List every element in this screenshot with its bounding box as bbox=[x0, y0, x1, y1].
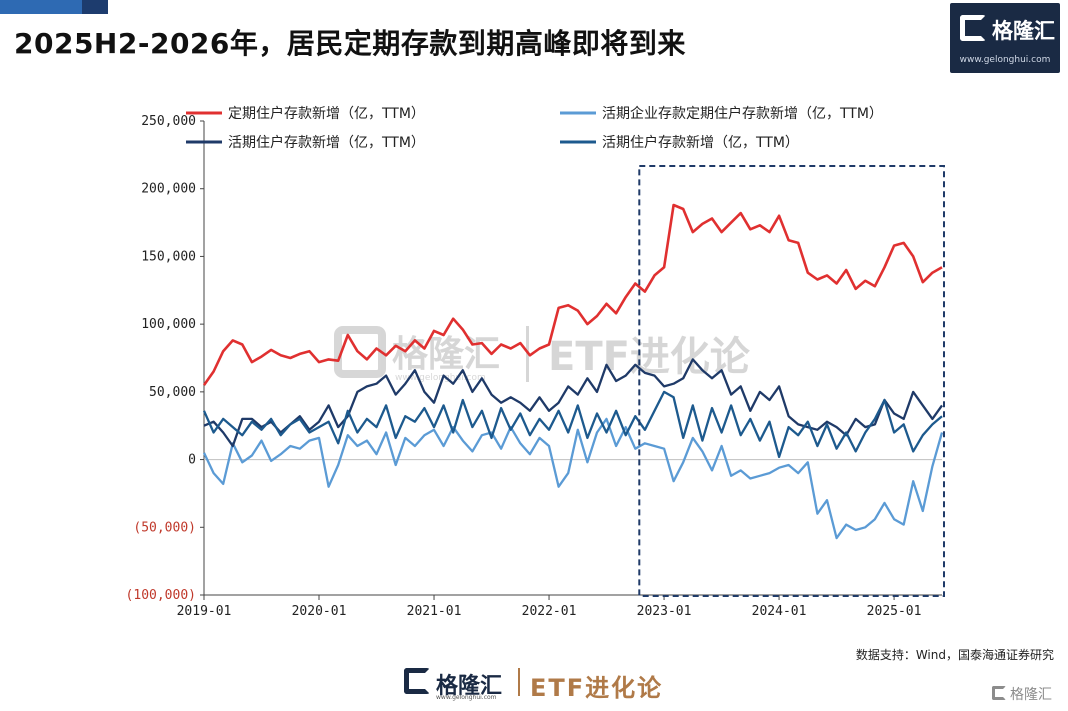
x-tick-label: 2023-01 bbox=[637, 604, 692, 619]
top-accent-bar bbox=[0, 0, 82, 14]
watermark-tag: ETF进化论 bbox=[548, 334, 751, 380]
watermark-name: 格隆汇 bbox=[392, 334, 500, 375]
y-tick-label: 200,000 bbox=[141, 182, 196, 197]
axes: 250,000 200,000 150,000 100,000 50,000 0 (50,0… bbox=[126, 114, 942, 619]
highlight-box bbox=[638, 165, 945, 597]
top-accent-bar-dark bbox=[82, 0, 108, 14]
bottom-brand-name: 格隆汇 bbox=[436, 674, 503, 699]
y-tick-label: 150,000 bbox=[141, 249, 196, 264]
corner-brand: 格隆汇 bbox=[990, 684, 1052, 704]
bottom-brand-tag: ETF进化论 bbox=[530, 674, 664, 702]
x-tick-label: 2022-01 bbox=[522, 604, 577, 619]
logo: 格隆汇 www.gelonghui.com bbox=[950, 3, 1060, 73]
x-tick-label: 2025-01 bbox=[867, 604, 922, 619]
legend: 定期住户存款新增（亿，TTM） 活期企业存款定期住户存款新增（亿，TTM） 活期住户… bbox=[186, 105, 883, 151]
x-tick-label: 2019-01 bbox=[177, 604, 232, 619]
bottom-brand-divider bbox=[518, 668, 520, 696]
bottom-brand-mark-icon bbox=[404, 668, 430, 694]
bottom-brand-url: www.gelonghui.com bbox=[436, 694, 497, 701]
series-line-3 bbox=[202, 390, 943, 459]
series-line-2 bbox=[203, 358, 943, 448]
legend-label-0: 定期住户存款新增（亿，TTM） bbox=[228, 105, 425, 122]
source-note: 数据支持：Wind，国泰海通证券研究 bbox=[855, 648, 1054, 662]
legend-label-3: 活期住户存款新增（亿，TTM） bbox=[602, 134, 799, 151]
y-tick-label: (100,000) bbox=[126, 588, 196, 603]
bottom-brand: 格隆汇 www.gelonghui.com ETF进化论 bbox=[400, 662, 700, 702]
series-lines bbox=[202, 203, 944, 540]
chart-container: 格隆汇 www.gelonghui.com ETF进化论 250,000 200,… bbox=[0, 90, 1068, 630]
y-tick-label: (50,000) bbox=[133, 520, 196, 535]
legend-label-2: 活期住户存款新增（亿，TTM） bbox=[228, 134, 425, 151]
corner-brand-mark-icon bbox=[992, 686, 1006, 700]
series-line-1 bbox=[202, 417, 944, 540]
y-tick-label: 0 bbox=[188, 453, 196, 468]
x-tick-label: 2020-01 bbox=[292, 604, 347, 619]
corner-brand-name: 格隆汇 bbox=[1010, 687, 1052, 703]
series-line-0 bbox=[202, 203, 943, 386]
legend-label-1: 活期企业存款定期住户存款新增（亿，TTM） bbox=[602, 105, 883, 122]
line-chart: 格隆汇 www.gelonghui.com ETF进化论 250,000 200,… bbox=[126, 105, 945, 619]
watermark: 格隆汇 www.gelonghui.com ETF进化论 bbox=[334, 326, 751, 383]
y-tick-label: 50,000 bbox=[149, 385, 196, 400]
page-title: 2025H2-2026年，居民定期存款到期高峰即将到来 bbox=[14, 27, 686, 60]
y-tick-label: 100,000 bbox=[141, 317, 196, 332]
logo-url: www.gelonghui.com bbox=[959, 55, 1051, 65]
watermark-url: www.gelonghui.com bbox=[395, 373, 486, 383]
logo-name: 格隆汇 bbox=[992, 19, 1055, 43]
logo-mark-icon bbox=[960, 15, 986, 41]
x-tick-label: 2024-01 bbox=[752, 604, 807, 619]
x-tick-label: 2021-01 bbox=[407, 604, 462, 619]
y-tick-label: 250,000 bbox=[141, 114, 196, 129]
